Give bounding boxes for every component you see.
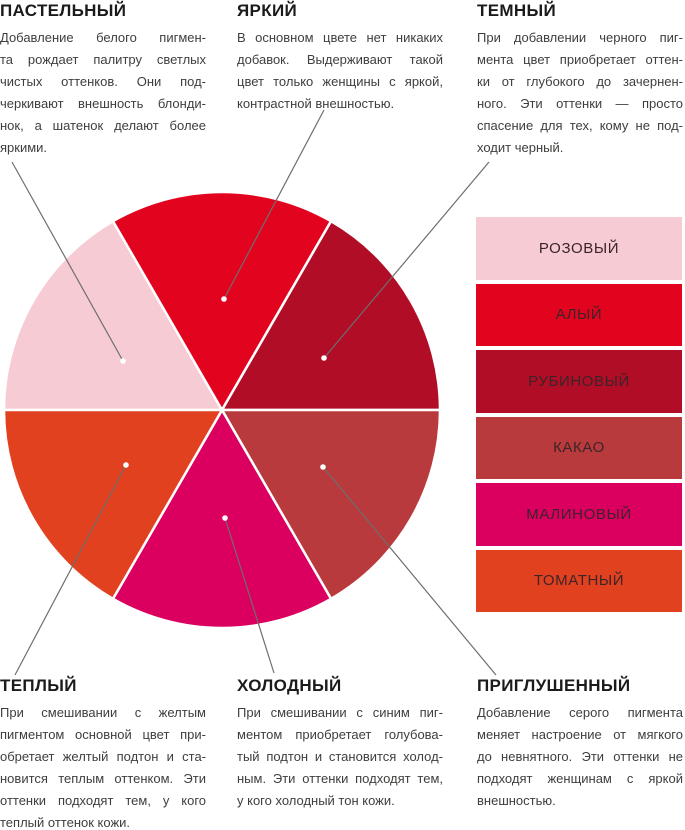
text-line: При смешивании с желтым: [0, 705, 206, 720]
legend-swatch-label: КАКАО: [553, 439, 605, 457]
text-line: ходит черный.: [477, 140, 564, 155]
text-line: яркими.: [0, 140, 48, 155]
tone-description-cold: При смешивании с синим пиг-ментом приобр…: [237, 702, 443, 812]
tone-description-warm: При смешивании с желтым пигментом основно…: [0, 702, 206, 830]
text-line: ки от глубокого до зачернен-: [477, 74, 683, 89]
wheel-segment-какао: [220, 408, 442, 601]
callout-line-яркий: [223, 109, 325, 300]
legend-swatch-какао: КАКАО: [476, 416, 682, 479]
wheel-segment-розовый: [2, 219, 224, 412]
tone-description-pastel: Добавление белого пигмен-та рождает пали…: [0, 27, 206, 159]
callout-dot-приглушенный: [320, 464, 326, 470]
text-line: оттенки подходят тем, у кого: [0, 793, 206, 808]
tone-description-dark: При добавлении черного пиг-мента цвет пр…: [477, 27, 683, 159]
text-line: меняет настроение от мягкого: [477, 727, 683, 742]
callout-dot-теплый: [123, 462, 129, 468]
tone-block-warm: ТЕПЛЫЙ При смешивании с желтым пигментом …: [0, 676, 206, 830]
legend-swatch-label: МАЛИНОВЫЙ: [526, 505, 632, 523]
text-line: спасение для тех, кому не под-: [477, 118, 683, 133]
tone-heading-pastel: ПАСТЕЛЬНЫЙ: [0, 1, 127, 20]
text-line: При добавлении черного пиг-: [477, 30, 683, 45]
text-line: ным. Эти оттенки подходят тем,: [237, 771, 443, 786]
tone-description-bright: В основном цвете нет никаких добавок. Выд…: [237, 27, 443, 115]
text-line: до невнятного. Эти оттенки не: [477, 749, 683, 764]
tone-description-muted: Добавление серого пигмента меняет настрое…: [477, 702, 683, 812]
text-line: мента цвет приобретает оттен-: [477, 52, 683, 67]
wheel-segment-рубиновый: [220, 219, 442, 412]
callout-line-темный: [323, 161, 490, 359]
tone-heading-cold: ХОЛОДНЫЙ: [237, 676, 342, 695]
callout-dot-яркий: [221, 296, 227, 302]
callout-dot-пастельный: [120, 358, 126, 364]
text-line: чистых оттенков. Они под-: [0, 74, 206, 89]
text-line: теплый оттенок кожи.: [0, 815, 131, 830]
wheel-segment-малиновый: [111, 408, 333, 630]
text-line: внешностью.: [477, 793, 556, 808]
text-line: черкивают внешность блонди-: [0, 96, 206, 111]
text-line: подходят женщинам с яркой: [477, 771, 683, 786]
text-line: нок, а шатенок делают более: [0, 118, 206, 133]
tone-heading-warm: ТЕПЛЫЙ: [0, 676, 77, 695]
text-line: контрастной внешностью.: [237, 96, 395, 111]
callout-line-приглушенный: [322, 466, 497, 676]
tone-block-muted: ПРИГЛУШЕННЫЙ Добавление серого пигмента м…: [477, 676, 683, 812]
tone-block-cold: ХОЛОДНЫЙ При смешивании с синим пиг-мент…: [237, 676, 443, 812]
wheel-segment-алый: [111, 190, 333, 412]
text-line: та рождает палитру светлых: [0, 52, 206, 67]
text-line: новится теплым оттенком. Эти: [0, 771, 206, 786]
callout-line-теплый: [14, 464, 127, 676]
legend-swatch-label: РУБИНОВЫЙ: [528, 372, 630, 390]
legend-swatch-малиновый: МАЛИНОВЫЙ: [476, 483, 682, 546]
callout-dot-холодный: [222, 515, 228, 521]
tone-heading-dark: ТЕМНЫЙ: [477, 1, 557, 20]
legend-swatch-розовый: РОЗОВЫЙ: [476, 217, 682, 280]
legend-swatch-label: ТОМАТНЫЙ: [533, 572, 625, 590]
tone-heading-muted: ПРИГЛУШЕННЫЙ: [477, 676, 631, 695]
tone-block-pastel: ПАСТЕЛЬНЫЙ Добавление белого пигмен-та р…: [0, 1, 206, 159]
text-line: Добавление серого пигмента: [477, 705, 683, 720]
text-line: Добавление белого пигмен-: [0, 30, 206, 45]
wheel-segment-томатный: [2, 408, 224, 601]
legend-swatch-томатный: ТОМАТНЫЙ: [476, 549, 682, 612]
text-line: добавок. Выдерживают такой: [237, 52, 443, 67]
text-line: В основном цвете нет никаких: [237, 30, 443, 45]
legend-swatch-рубиновый: РУБИНОВЫЙ: [476, 350, 682, 413]
shade-legend: РОЗОВЫЙ АЛЫЙ РУБИНОВЫЙ КАКАО МАЛИНОВЫЙ ТОМАТН…: [476, 217, 682, 612]
legend-swatch-label: РОЗОВЫЙ: [538, 239, 620, 257]
text-line: цвет только женщины с яркой,: [237, 74, 443, 89]
callout-line-пастельный: [11, 161, 124, 362]
legend-swatch-label: АЛЫЙ: [555, 306, 603, 324]
tone-block-dark: ТЕМНЫЙ При добавлении черного пиг-мента …: [477, 1, 683, 159]
legend-swatch-алый: АЛЫЙ: [476, 283, 682, 346]
text-line: При смешивании с синим пиг-: [237, 705, 443, 720]
tone-heading-bright: ЯРКИЙ: [237, 1, 298, 20]
text-line: у кого холодный тон кожи.: [237, 793, 395, 808]
tone-block-bright: ЯРКИЙ В основном цвете нет никаких добаво…: [237, 1, 443, 115]
text-line: ментом приобретает голубова-: [237, 727, 443, 742]
callout-dot-темный: [321, 355, 327, 361]
text-line: пигментом основной цвет при-: [0, 727, 206, 742]
callout-line-холодный: [224, 517, 275, 674]
text-line: обретает желтый подтон и ста-: [0, 749, 206, 764]
text-line: ного. Эти оттенки — просто: [477, 96, 683, 111]
text-line: тый подтон и становится холод-: [237, 749, 443, 764]
